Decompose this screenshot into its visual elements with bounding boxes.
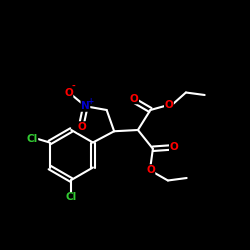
Text: O: O — [77, 122, 86, 132]
Text: O: O — [130, 94, 138, 104]
Text: -: - — [71, 82, 75, 91]
Text: O: O — [64, 88, 73, 98]
Text: +: + — [87, 97, 93, 106]
Text: O: O — [170, 142, 178, 152]
Text: O: O — [146, 165, 155, 175]
Text: Cl: Cl — [66, 192, 77, 202]
Text: Cl: Cl — [26, 134, 38, 144]
Text: O: O — [164, 100, 173, 110]
Text: N: N — [81, 101, 90, 111]
